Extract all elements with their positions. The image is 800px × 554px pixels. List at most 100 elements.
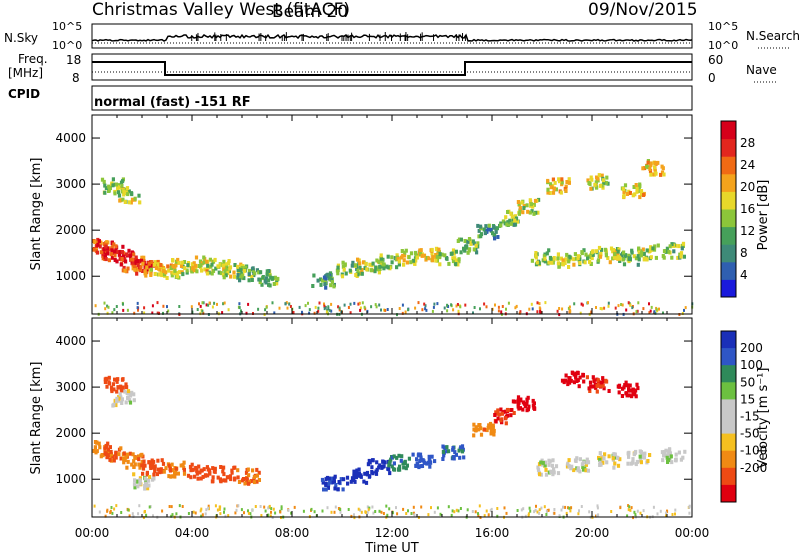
data-cell — [198, 259, 203, 264]
data-cell — [537, 197, 541, 202]
data-cell — [459, 507, 462, 510]
data-cell — [247, 509, 249, 513]
data-cell — [120, 401, 124, 405]
data-cell — [385, 504, 388, 508]
data-cell — [568, 255, 572, 260]
data-cell — [668, 447, 672, 452]
data-cell — [507, 301, 510, 305]
y-tick-label: 2000 — [55, 426, 86, 440]
data-cell — [494, 303, 496, 307]
data-cell — [539, 460, 543, 465]
data-cell — [411, 452, 415, 457]
data-cell — [635, 186, 639, 191]
data-cell — [319, 277, 323, 282]
data-cell — [681, 241, 686, 246]
data-cell — [586, 468, 590, 473]
data-cell — [354, 475, 358, 480]
data-cell — [324, 487, 328, 492]
data-cell — [372, 511, 375, 515]
colorbar-swatch — [721, 416, 736, 435]
data-cell — [236, 475, 240, 480]
data-cell — [190, 266, 195, 271]
data-cell — [267, 282, 271, 287]
data-cell — [526, 407, 530, 412]
data-cell — [546, 190, 550, 195]
data-cell — [485, 428, 489, 433]
data-cell — [661, 458, 665, 463]
data-cell — [194, 263, 198, 268]
data-cell — [550, 260, 554, 265]
data-cell — [111, 177, 115, 182]
data-cell — [271, 301, 274, 305]
data-cell — [102, 246, 106, 251]
colorbar-swatch — [721, 433, 736, 452]
data-cell — [142, 459, 146, 464]
data-cell — [133, 485, 137, 490]
data-cell — [377, 465, 381, 470]
data-cell — [527, 513, 530, 517]
data-cell — [421, 308, 424, 312]
data-cell — [109, 449, 113, 454]
data-cell — [162, 272, 167, 277]
data-cell — [561, 258, 565, 263]
data-cell — [414, 306, 417, 310]
data-cell — [425, 308, 428, 312]
data-cell — [206, 473, 210, 478]
data-cell — [472, 311, 474, 315]
data-cell — [658, 307, 660, 311]
data-cell — [338, 306, 341, 310]
data-cell — [627, 450, 631, 455]
data-cell — [636, 309, 639, 313]
velocity-data-layer — [92, 370, 691, 520]
data-cell — [413, 250, 418, 255]
data-cell — [402, 262, 406, 267]
data-cell — [374, 265, 378, 270]
data-cell — [105, 444, 109, 449]
data-cell — [612, 452, 616, 457]
data-cell — [349, 302, 352, 306]
data-cell — [459, 250, 463, 255]
data-cell — [182, 260, 187, 264]
data-cell — [518, 205, 522, 210]
data-cell — [195, 471, 199, 476]
data-cell — [435, 254, 439, 259]
data-cell — [401, 303, 404, 307]
data-cell — [586, 256, 590, 261]
data-cell — [648, 302, 650, 306]
data-cell — [622, 262, 627, 267]
data-cell — [595, 306, 597, 309]
data-cell — [390, 255, 394, 260]
data-cell — [404, 248, 408, 253]
data-cell — [564, 373, 568, 378]
data-cell — [598, 183, 603, 188]
data-cell — [160, 273, 164, 278]
data-cell — [505, 222, 509, 227]
data-cell — [514, 306, 517, 310]
data-cell — [131, 512, 134, 516]
data-cell — [152, 262, 156, 267]
data-cell — [463, 239, 467, 243]
data-cell — [682, 254, 686, 259]
data-cell — [669, 454, 673, 459]
data-cell — [363, 305, 366, 309]
data-cell — [631, 306, 634, 310]
data-cell — [327, 305, 330, 309]
data-cell — [195, 269, 199, 274]
data-cell — [601, 383, 605, 388]
data-cell — [538, 306, 541, 310]
data-cell — [149, 267, 153, 272]
data-cell — [530, 258, 534, 263]
data-cell — [233, 477, 237, 482]
data-cell — [117, 193, 122, 198]
data-cell — [489, 509, 492, 513]
data-cell — [551, 472, 555, 477]
data-cell — [409, 251, 414, 256]
data-cell — [430, 247, 434, 252]
data-cell — [237, 504, 240, 508]
data-cell — [140, 255, 144, 260]
freq-tick-top: 18 — [66, 53, 81, 67]
data-cell — [606, 181, 610, 186]
data-cell — [432, 305, 435, 309]
data-cell — [435, 247, 439, 252]
data-cell — [633, 510, 636, 514]
